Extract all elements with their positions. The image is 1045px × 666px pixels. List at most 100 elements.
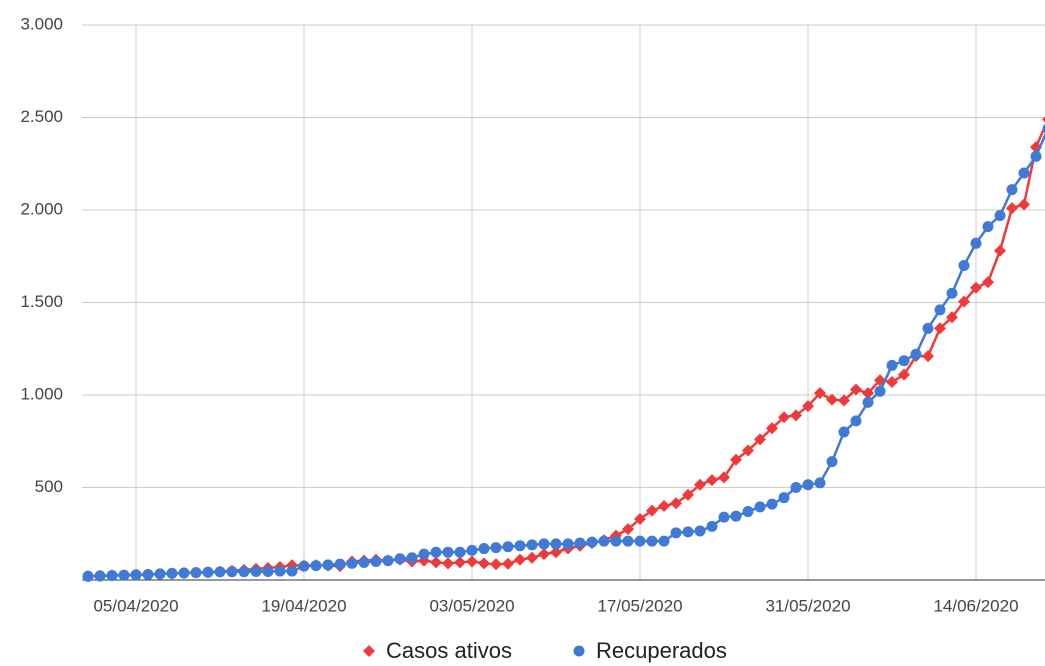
point	[922, 350, 934, 363]
point	[202, 566, 214, 578]
point	[634, 512, 646, 525]
point	[778, 411, 790, 424]
point	[106, 570, 118, 582]
y-tick-label: 2.000	[20, 199, 63, 218]
point	[322, 559, 334, 571]
point	[118, 569, 130, 581]
point	[130, 569, 142, 581]
point	[646, 535, 658, 547]
point	[754, 501, 766, 513]
point	[286, 565, 298, 577]
point	[670, 527, 682, 539]
point	[994, 210, 1006, 222]
point	[526, 551, 538, 564]
point	[154, 568, 166, 580]
point	[490, 542, 502, 554]
point	[1042, 123, 1045, 134]
point	[490, 558, 502, 571]
point	[802, 400, 814, 413]
y-tick-label: 2.500	[20, 107, 63, 126]
point	[874, 385, 886, 397]
point	[670, 497, 682, 510]
point	[238, 566, 250, 578]
point	[502, 557, 514, 570]
legend-marker	[363, 645, 375, 657]
point	[562, 538, 574, 550]
point	[658, 500, 670, 512]
point	[478, 543, 490, 555]
point	[982, 221, 994, 233]
point	[838, 426, 850, 438]
y-tick-label: 1.000	[20, 384, 63, 403]
series-line	[87, 132, 1045, 578]
point	[166, 567, 178, 579]
point	[826, 456, 838, 468]
point	[1042, 116, 1045, 123]
x-tick-label: 14/06/2020	[933, 596, 1018, 615]
point	[706, 520, 718, 532]
point	[970, 237, 982, 249]
point	[994, 244, 1006, 257]
point	[970, 281, 982, 294]
point	[838, 394, 850, 407]
point	[886, 376, 898, 389]
point	[250, 565, 262, 577]
point	[634, 535, 646, 547]
point	[442, 546, 454, 558]
point	[754, 433, 766, 446]
point	[946, 287, 958, 299]
point	[586, 536, 598, 548]
point	[766, 422, 778, 435]
point	[790, 482, 802, 493]
y-tick-label: 500	[35, 477, 63, 496]
y-tick-label: 1.500	[20, 292, 63, 311]
x-tick-label: 19/04/2020	[261, 596, 346, 615]
point	[682, 526, 694, 538]
point	[514, 553, 526, 566]
legend-label: Recuperados	[596, 638, 727, 663]
point	[934, 304, 946, 316]
point	[214, 566, 226, 578]
point	[610, 535, 622, 547]
point	[142, 568, 154, 580]
point	[226, 566, 238, 578]
x-tick-label: 05/04/2020	[93, 596, 178, 615]
point	[934, 322, 946, 335]
point	[178, 567, 190, 579]
point	[958, 295, 970, 308]
point	[406, 552, 418, 564]
x-tick-label: 03/05/2020	[429, 596, 514, 615]
point	[550, 538, 562, 550]
point	[370, 556, 382, 567]
point	[334, 558, 346, 570]
point	[862, 396, 874, 408]
point	[694, 525, 706, 537]
point	[958, 260, 970, 271]
point	[442, 557, 454, 570]
point	[862, 387, 874, 400]
point	[946, 311, 958, 324]
point	[742, 506, 754, 518]
point	[898, 355, 910, 367]
point	[718, 511, 730, 523]
point	[82, 570, 94, 582]
point	[886, 359, 898, 371]
point	[430, 546, 442, 558]
point	[922, 322, 934, 334]
point	[910, 348, 922, 360]
point	[682, 488, 694, 501]
point	[430, 556, 442, 569]
point	[706, 474, 718, 487]
point	[622, 523, 634, 536]
point	[1018, 167, 1030, 179]
point	[310, 560, 322, 572]
point	[898, 368, 910, 381]
point	[766, 498, 778, 510]
point	[526, 539, 538, 551]
point	[982, 276, 994, 289]
legend-label: Casos ativos	[386, 638, 512, 663]
legend-marker	[573, 645, 585, 657]
x-tick-label: 17/05/2020	[597, 596, 682, 615]
point	[502, 541, 514, 553]
